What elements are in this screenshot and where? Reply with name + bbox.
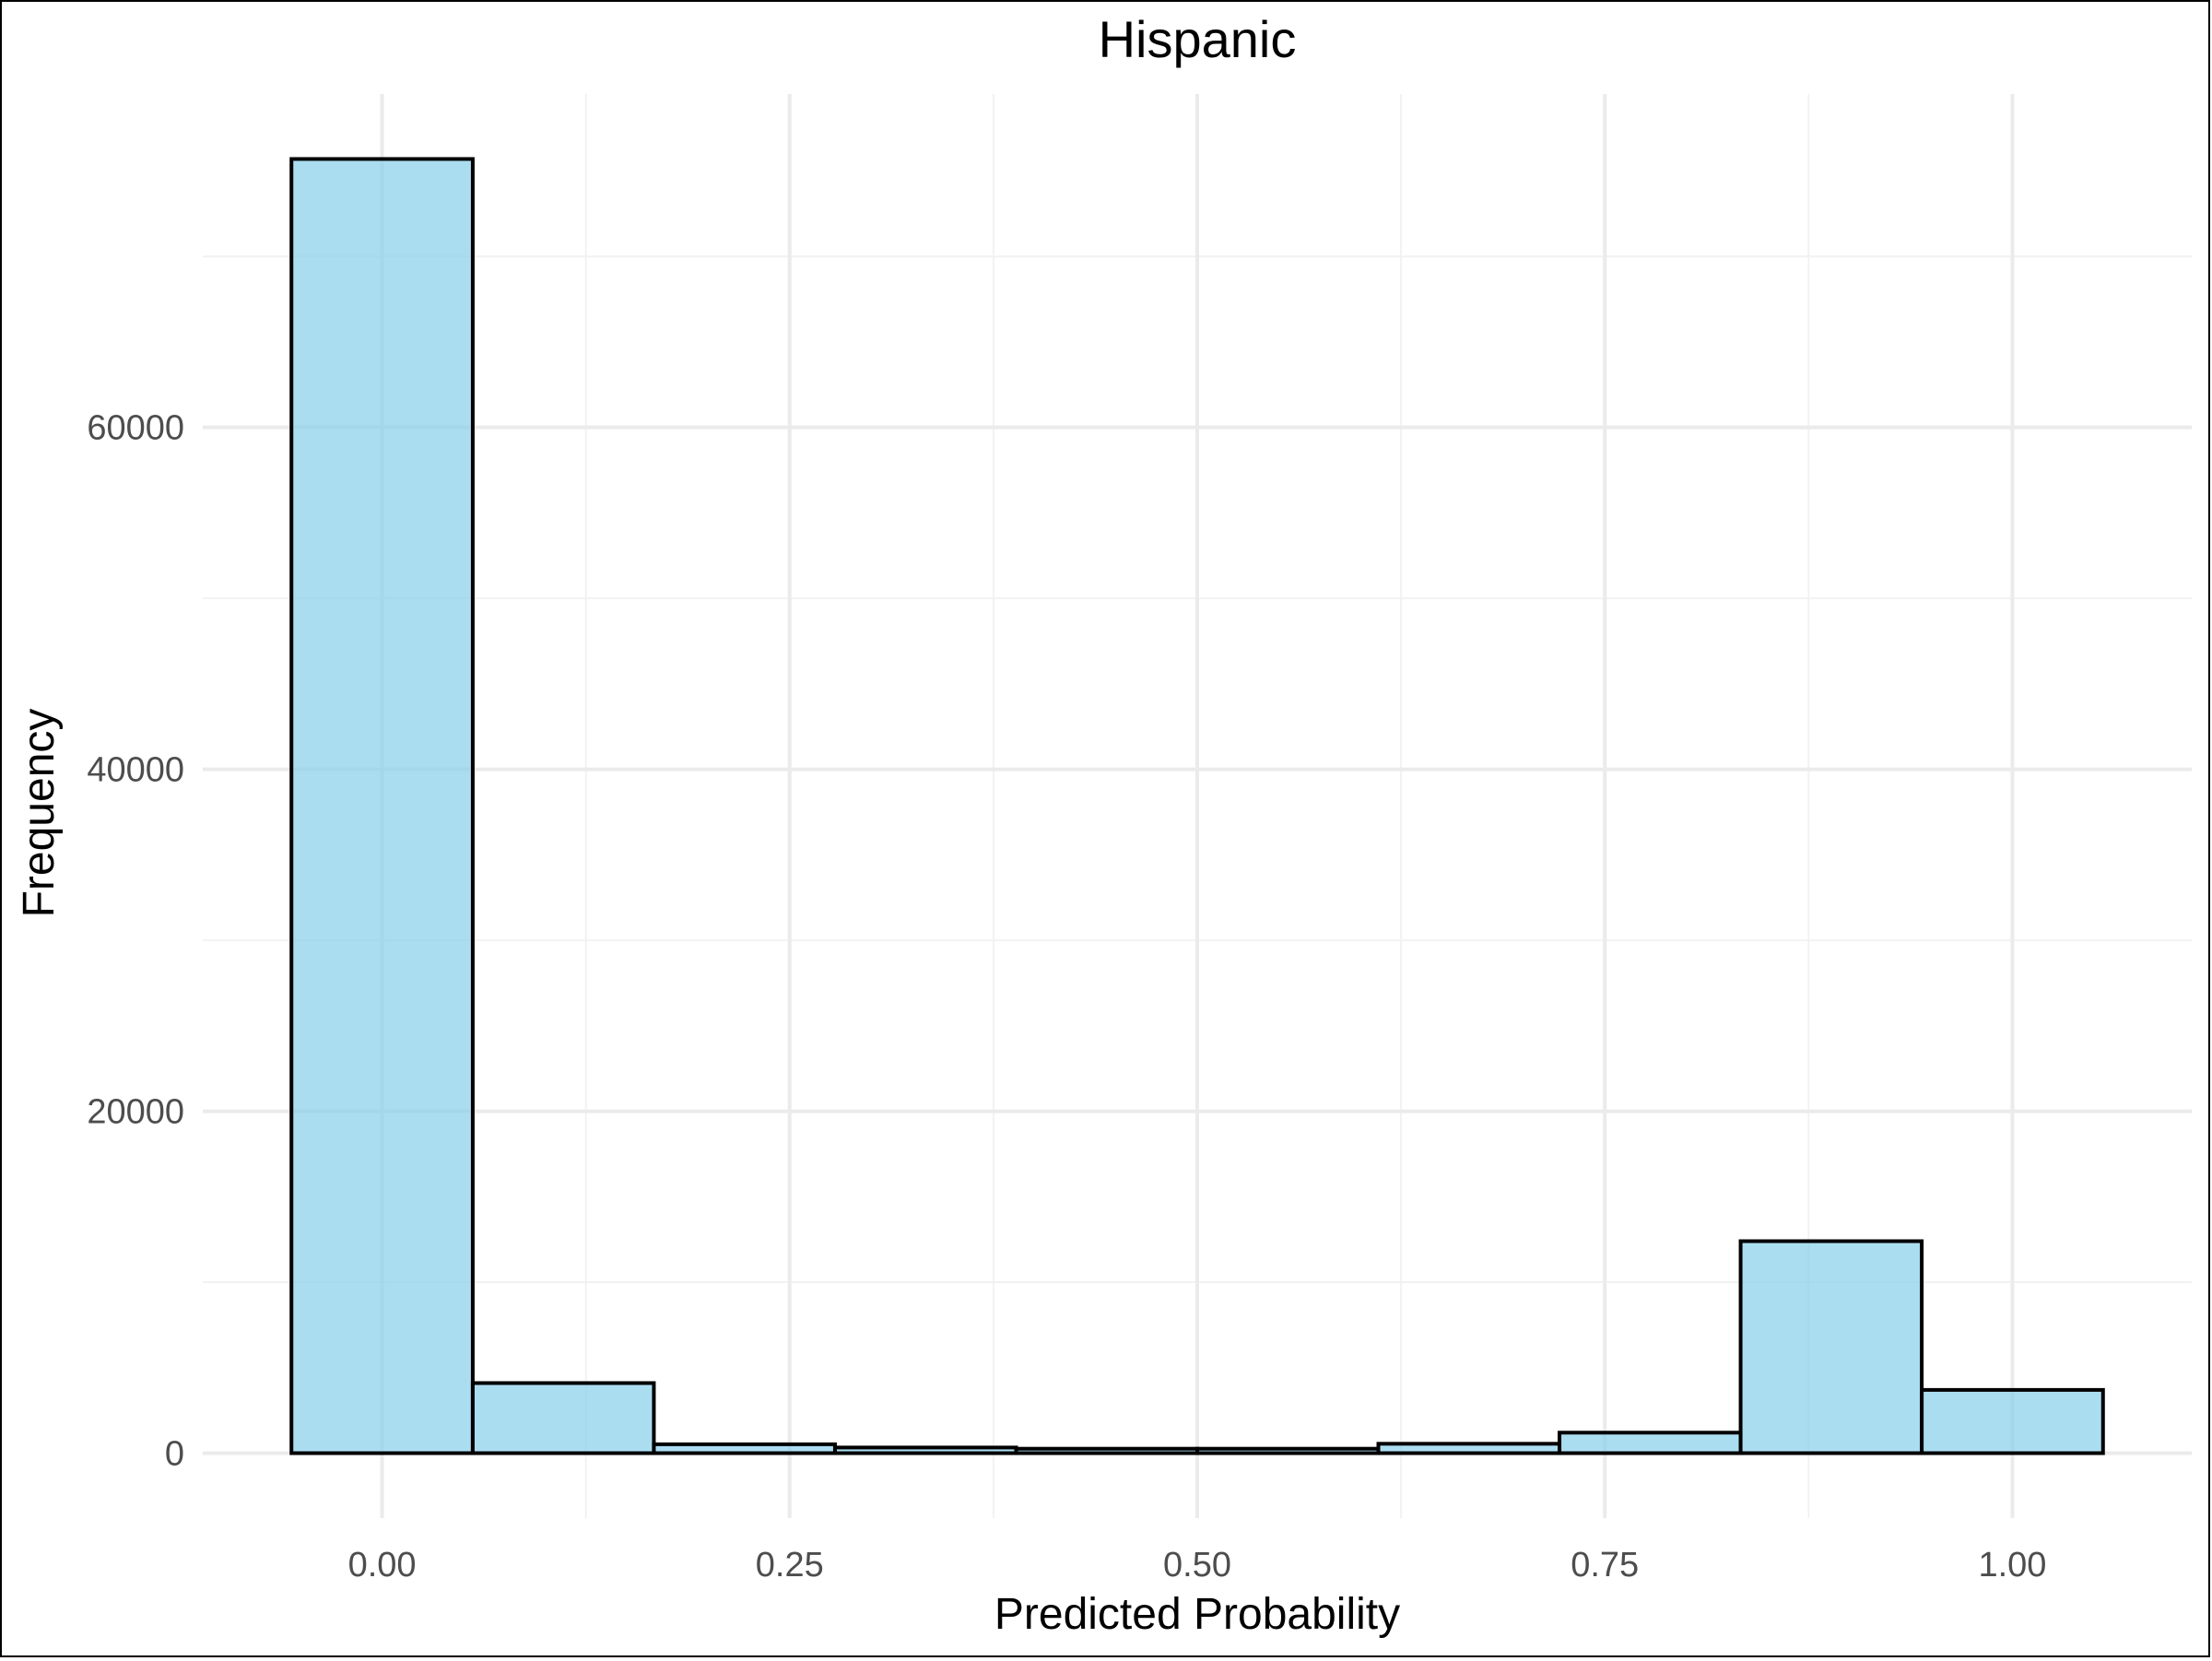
y-axis-title: Frequency <box>15 709 64 918</box>
histogram-bar-9 <box>1738 1239 1924 1455</box>
histogram-bar-5 <box>1014 1446 1199 1455</box>
histogram-bar-8 <box>1558 1431 1743 1455</box>
histogram-bar-1 <box>289 157 475 1455</box>
histogram-bar-10 <box>1920 1387 2105 1455</box>
y-tick-label: 0 <box>165 1435 184 1474</box>
chart-title: Hispanic <box>1099 10 1297 68</box>
y-tick-label: 40000 <box>87 751 184 790</box>
x-tick-label: 0.25 <box>756 1546 824 1584</box>
y-tick-label: 60000 <box>87 409 184 448</box>
histogram-bar-3 <box>652 1442 837 1455</box>
histogram-bar-4 <box>832 1445 1018 1455</box>
y-tick-labels: 0 20000 40000 60000 <box>87 409 184 1474</box>
histogram-bar-7 <box>1376 1442 1562 1455</box>
x-tick-label: 0.50 <box>1163 1546 1231 1584</box>
x-tick-label: 1.00 <box>1978 1546 2046 1584</box>
x-axis-title: Predicted Probability <box>994 1590 1400 1639</box>
x-tick-label: 0.00 <box>348 1546 417 1584</box>
bars <box>289 157 2105 1455</box>
histogram-bar-2 <box>470 1381 656 1455</box>
histogram-bar-6 <box>1195 1446 1381 1455</box>
x-tick-labels: 0.00 0.25 0.50 0.75 1.00 <box>348 1546 2047 1584</box>
x-tick-label: 0.75 <box>1571 1546 1639 1584</box>
y-tick-label: 20000 <box>87 1093 184 1132</box>
